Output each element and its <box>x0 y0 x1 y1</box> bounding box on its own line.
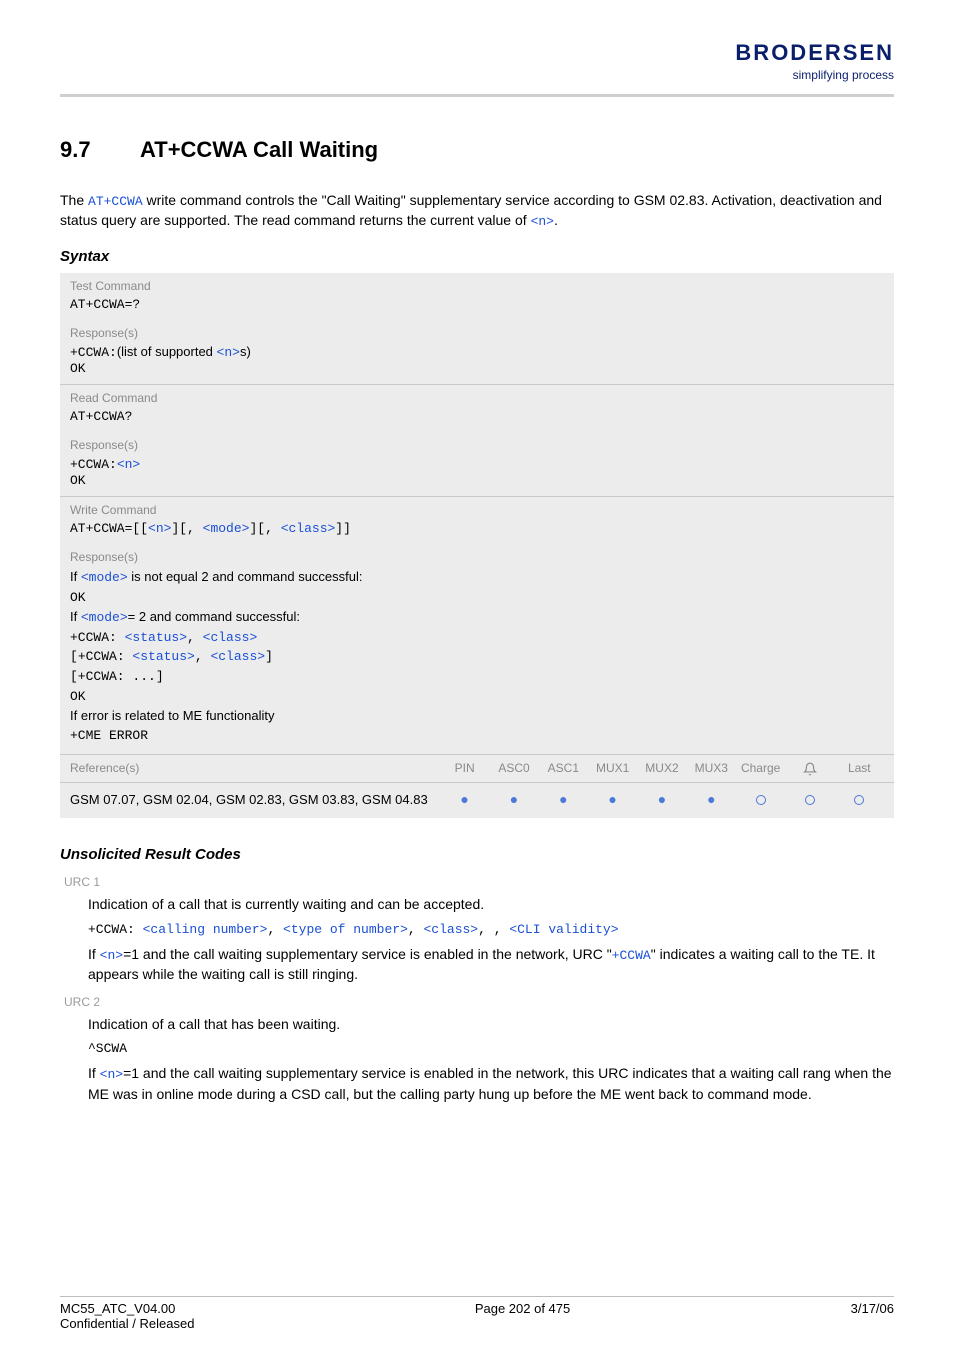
col-header: ASC1 <box>539 761 588 776</box>
write-command: AT+CCWA=[[<n>][, <mode>][, <class>]] <box>60 519 894 544</box>
footer-center: Page 202 of 475 <box>475 1301 570 1331</box>
dot-open-icon <box>785 791 834 807</box>
urc1-label: URC 1 <box>64 875 894 889</box>
test-response: +CCWA:(list of supported <n>s) OK <box>60 342 894 384</box>
read-response: +CCWA:<n> OK <box>60 454 894 496</box>
col-header <box>785 761 834 776</box>
test-command-label: Test Command <box>60 273 894 295</box>
dot-filled-icon: ● <box>637 791 686 807</box>
footer-left: MC55_ATC_V04.00 Confidential / Released <box>60 1301 194 1331</box>
page-footer: MC55_ATC_V04.00 Confidential / Released … <box>60 1296 894 1331</box>
read-command-label: Read Command <box>60 384 894 407</box>
response-label: Response(s) <box>60 320 894 342</box>
dot-open-icon <box>835 791 884 807</box>
tagline: simplifying process <box>735 68 894 82</box>
footer-right: 3/17/06 <box>851 1301 894 1331</box>
col-header: PIN <box>440 761 489 776</box>
urc2-label: URC 2 <box>64 995 894 1009</box>
test-command: AT+CCWA=? <box>60 295 894 320</box>
urc-heading: Unsolicited Result Codes <box>60 846 894 863</box>
section-heading: AT+CCWA Call Waiting <box>140 137 378 162</box>
section-title: 9.7AT+CCWA Call Waiting <box>60 137 894 163</box>
col-header: MUX1 <box>588 761 637 776</box>
dot-filled-icon: ● <box>440 791 489 807</box>
col-header: Charge <box>736 761 785 776</box>
reference-value-row: GSM 07.07, GSM 02.04, GSM 02.83, GSM 03.… <box>60 783 894 819</box>
col-header: ASC0 <box>489 761 538 776</box>
col-header: MUX3 <box>687 761 736 776</box>
logo-text: BRODERSEN <box>735 40 894 66</box>
header-divider <box>60 94 894 97</box>
write-command-label: Write Command <box>60 496 894 519</box>
reference-header-row: Reference(s) PINASC0ASC1MUX1MUX2MUX3Char… <box>60 754 894 783</box>
section-number: 9.7 <box>60 137 140 163</box>
response-label: Response(s) <box>60 544 894 566</box>
page-header: BRODERSEN simplifying process <box>60 40 894 88</box>
write-response: If <mode> is not equal 2 and command suc… <box>60 566 894 754</box>
dot-filled-icon: ● <box>588 791 637 807</box>
footer-divider <box>60 1296 894 1297</box>
reference-label: Reference(s) <box>70 761 440 775</box>
urc2-body: Indication of a call that has been waiti… <box>88 1015 894 1105</box>
reference-text: GSM 07.07, GSM 02.04, GSM 02.83, GSM 03.… <box>70 791 440 809</box>
intro-paragraph: The AT+CCWA write command controls the "… <box>60 191 894 230</box>
read-command: AT+CCWA? <box>60 407 894 432</box>
dot-filled-icon: ● <box>687 791 736 807</box>
cmd-ref[interactable]: AT+CCWA <box>88 194 143 209</box>
dot-filled-icon: ● <box>539 791 588 807</box>
dot-filled-icon: ● <box>489 791 538 807</box>
col-header: MUX2 <box>637 761 686 776</box>
dot-open-icon <box>736 791 785 807</box>
syntax-heading: Syntax <box>60 248 894 265</box>
urc1-body: Indication of a call that is currently w… <box>88 895 894 985</box>
response-label: Response(s) <box>60 432 894 454</box>
col-header: Last <box>835 761 884 776</box>
param-ref[interactable]: <n> <box>531 214 554 229</box>
